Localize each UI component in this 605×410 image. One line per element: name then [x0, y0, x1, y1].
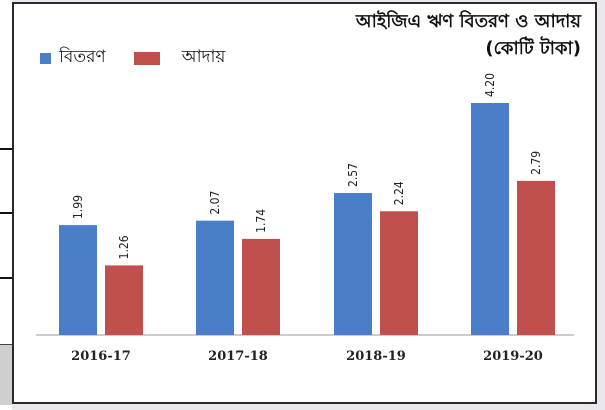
- legend-swatch-disbursement: [40, 52, 51, 64]
- bar-disbursement-2017-18: [196, 220, 234, 335]
- data-label-disbursement-2017-18: 2.07: [208, 191, 222, 215]
- legend-swatch-recovery: [133, 51, 160, 65]
- bar-disbursement-2018-19: [334, 193, 372, 335]
- data-label-recovery-2017-18: 1.74: [254, 209, 268, 233]
- chart-title-line-1: আইজিএ ঋণ বিতরণ ও আদায়: [355, 11, 581, 32]
- legend-item-recovery: আদায়: [133, 44, 226, 72]
- margin-block: [0, 344, 12, 405]
- bar-disbursement-2019-20: [471, 103, 509, 335]
- data-label-recovery-2016-17: 1.26: [117, 235, 131, 259]
- data-label-disbursement-2019-20: 4.20: [483, 73, 497, 97]
- chart-frame: আইজিএ ঋণ বিতরণ ও আদায় (কোটি টাকা) বিতরণ…: [12, 2, 597, 404]
- x-tick-label-2017-18: 2017-18: [208, 349, 268, 364]
- chart-title: আইজিএ ঋণ বিতরণ ও আদায় (কোটি টাকা): [356, 8, 581, 62]
- bar-recovery-2016-17: [105, 265, 143, 335]
- chart-legend: বিতরণ আদায়: [40, 44, 253, 72]
- margin-rule: [0, 212, 12, 214]
- bar-recovery-2019-20: [517, 180, 555, 335]
- bar-disbursement-2016-17: [59, 225, 97, 335]
- data-label-recovery-2019-20: 2.79: [529, 151, 543, 175]
- legend-label-disbursement: বিতরণ: [59, 47, 106, 67]
- legend-item-disbursement: বিতরণ: [40, 44, 106, 72]
- bar-recovery-2018-19: [380, 211, 418, 335]
- bar-recovery-2017-18: [242, 238, 280, 335]
- legend-label-recovery: আদায়: [181, 47, 226, 67]
- chart-title-line-2: (কোটি টাকা): [485, 38, 581, 59]
- margin-rule: [0, 148, 12, 150]
- data-label-recovery-2018-19: 2.24: [392, 181, 406, 205]
- data-label-disbursement-2018-19: 2.57: [346, 163, 360, 187]
- left-page-margin: [0, 0, 12, 410]
- bar-plot: 1.99 1.26 2016-17 2.07 1.74 2017-18 2.57 2.24 20…: [36, 73, 574, 364]
- data-label-disbursement-2016-17: 1.99: [71, 195, 85, 219]
- x-tick-label-2018-19: 2018-19: [346, 349, 406, 364]
- margin-rule: [0, 277, 12, 279]
- x-tick-label-2019-20: 2019-20: [483, 349, 543, 364]
- x-tick-label-2016-17: 2016-17: [71, 349, 131, 364]
